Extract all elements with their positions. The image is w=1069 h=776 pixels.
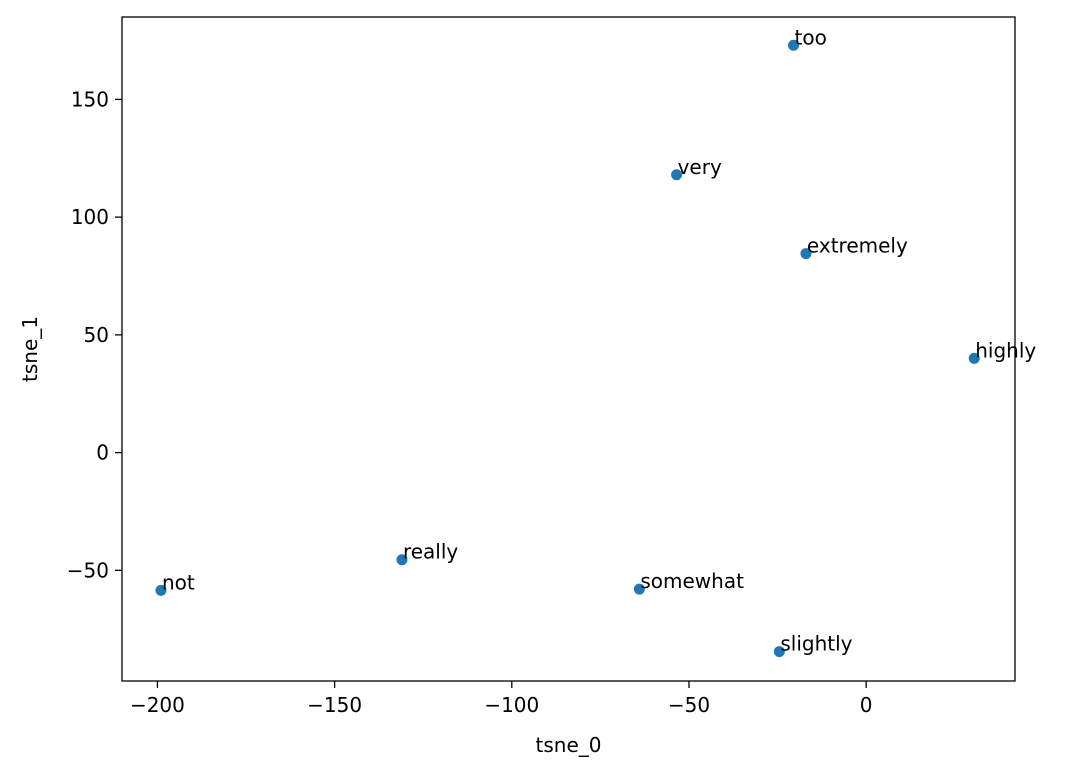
point-label: not: [162, 570, 195, 594]
y-tick-label: −50: [67, 558, 109, 582]
y-tick-label: 150: [71, 87, 109, 111]
point-label: too: [795, 25, 827, 49]
y-tick-label: 0: [96, 441, 109, 465]
point-label: extremely: [807, 234, 908, 258]
x-axis-title: tsne_0: [536, 733, 602, 757]
scatter-point: [155, 584, 167, 596]
y-axis-title: tsne_1: [18, 316, 42, 382]
point-label: slightly: [780, 632, 852, 656]
x-tick-label: −200: [130, 693, 185, 717]
point-label: somewhat: [640, 569, 744, 593]
point-label: really: [403, 540, 458, 564]
scatter-point: [773, 646, 785, 658]
plot-frame: [121, 16, 1016, 682]
point-labels-layer: too very extremely highly really not somewhat s…: [162, 25, 1036, 655]
x-axis-ticks: −200 −150 −100 −50 0: [130, 681, 873, 717]
x-tick-label: −150: [307, 693, 362, 717]
y-tick-label: 50: [84, 323, 109, 347]
scatter-point: [671, 169, 683, 181]
scatter-point: [800, 248, 812, 260]
x-tick-label: −50: [668, 693, 710, 717]
point-label: very: [678, 155, 722, 179]
scatter-point: [633, 583, 645, 595]
y-tick-label: 100: [71, 205, 109, 229]
points-layer: [155, 39, 980, 658]
y-axis-ticks: −50 0 50 100 150: [67, 87, 122, 582]
scatter-point: [788, 39, 800, 51]
point-label: highly: [975, 338, 1036, 362]
x-tick-label: 0: [860, 693, 873, 717]
scatter-point: [396, 554, 408, 566]
x-tick-label: −100: [484, 693, 539, 717]
scatter-point: [968, 352, 980, 364]
